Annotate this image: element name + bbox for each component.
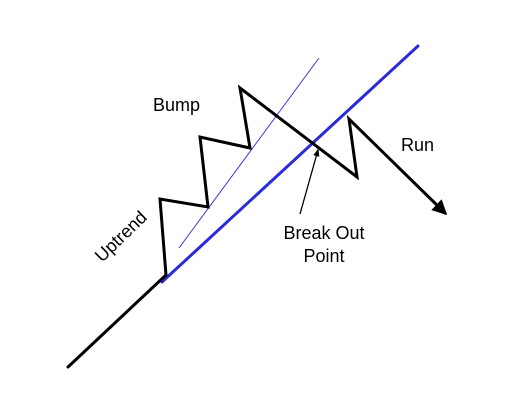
break-out-label-line2: Point [303,246,344,266]
bump-trend-line [178,57,320,249]
break-out-label-line1: Break Out [283,223,364,243]
break-out-pointer-arrow [299,148,320,215]
trend-line [160,44,420,284]
price-line [66,84,448,369]
bump-label: Bump [153,95,200,115]
run-label: Run [401,135,434,155]
uptrend-label: Uptrend [91,207,151,266]
